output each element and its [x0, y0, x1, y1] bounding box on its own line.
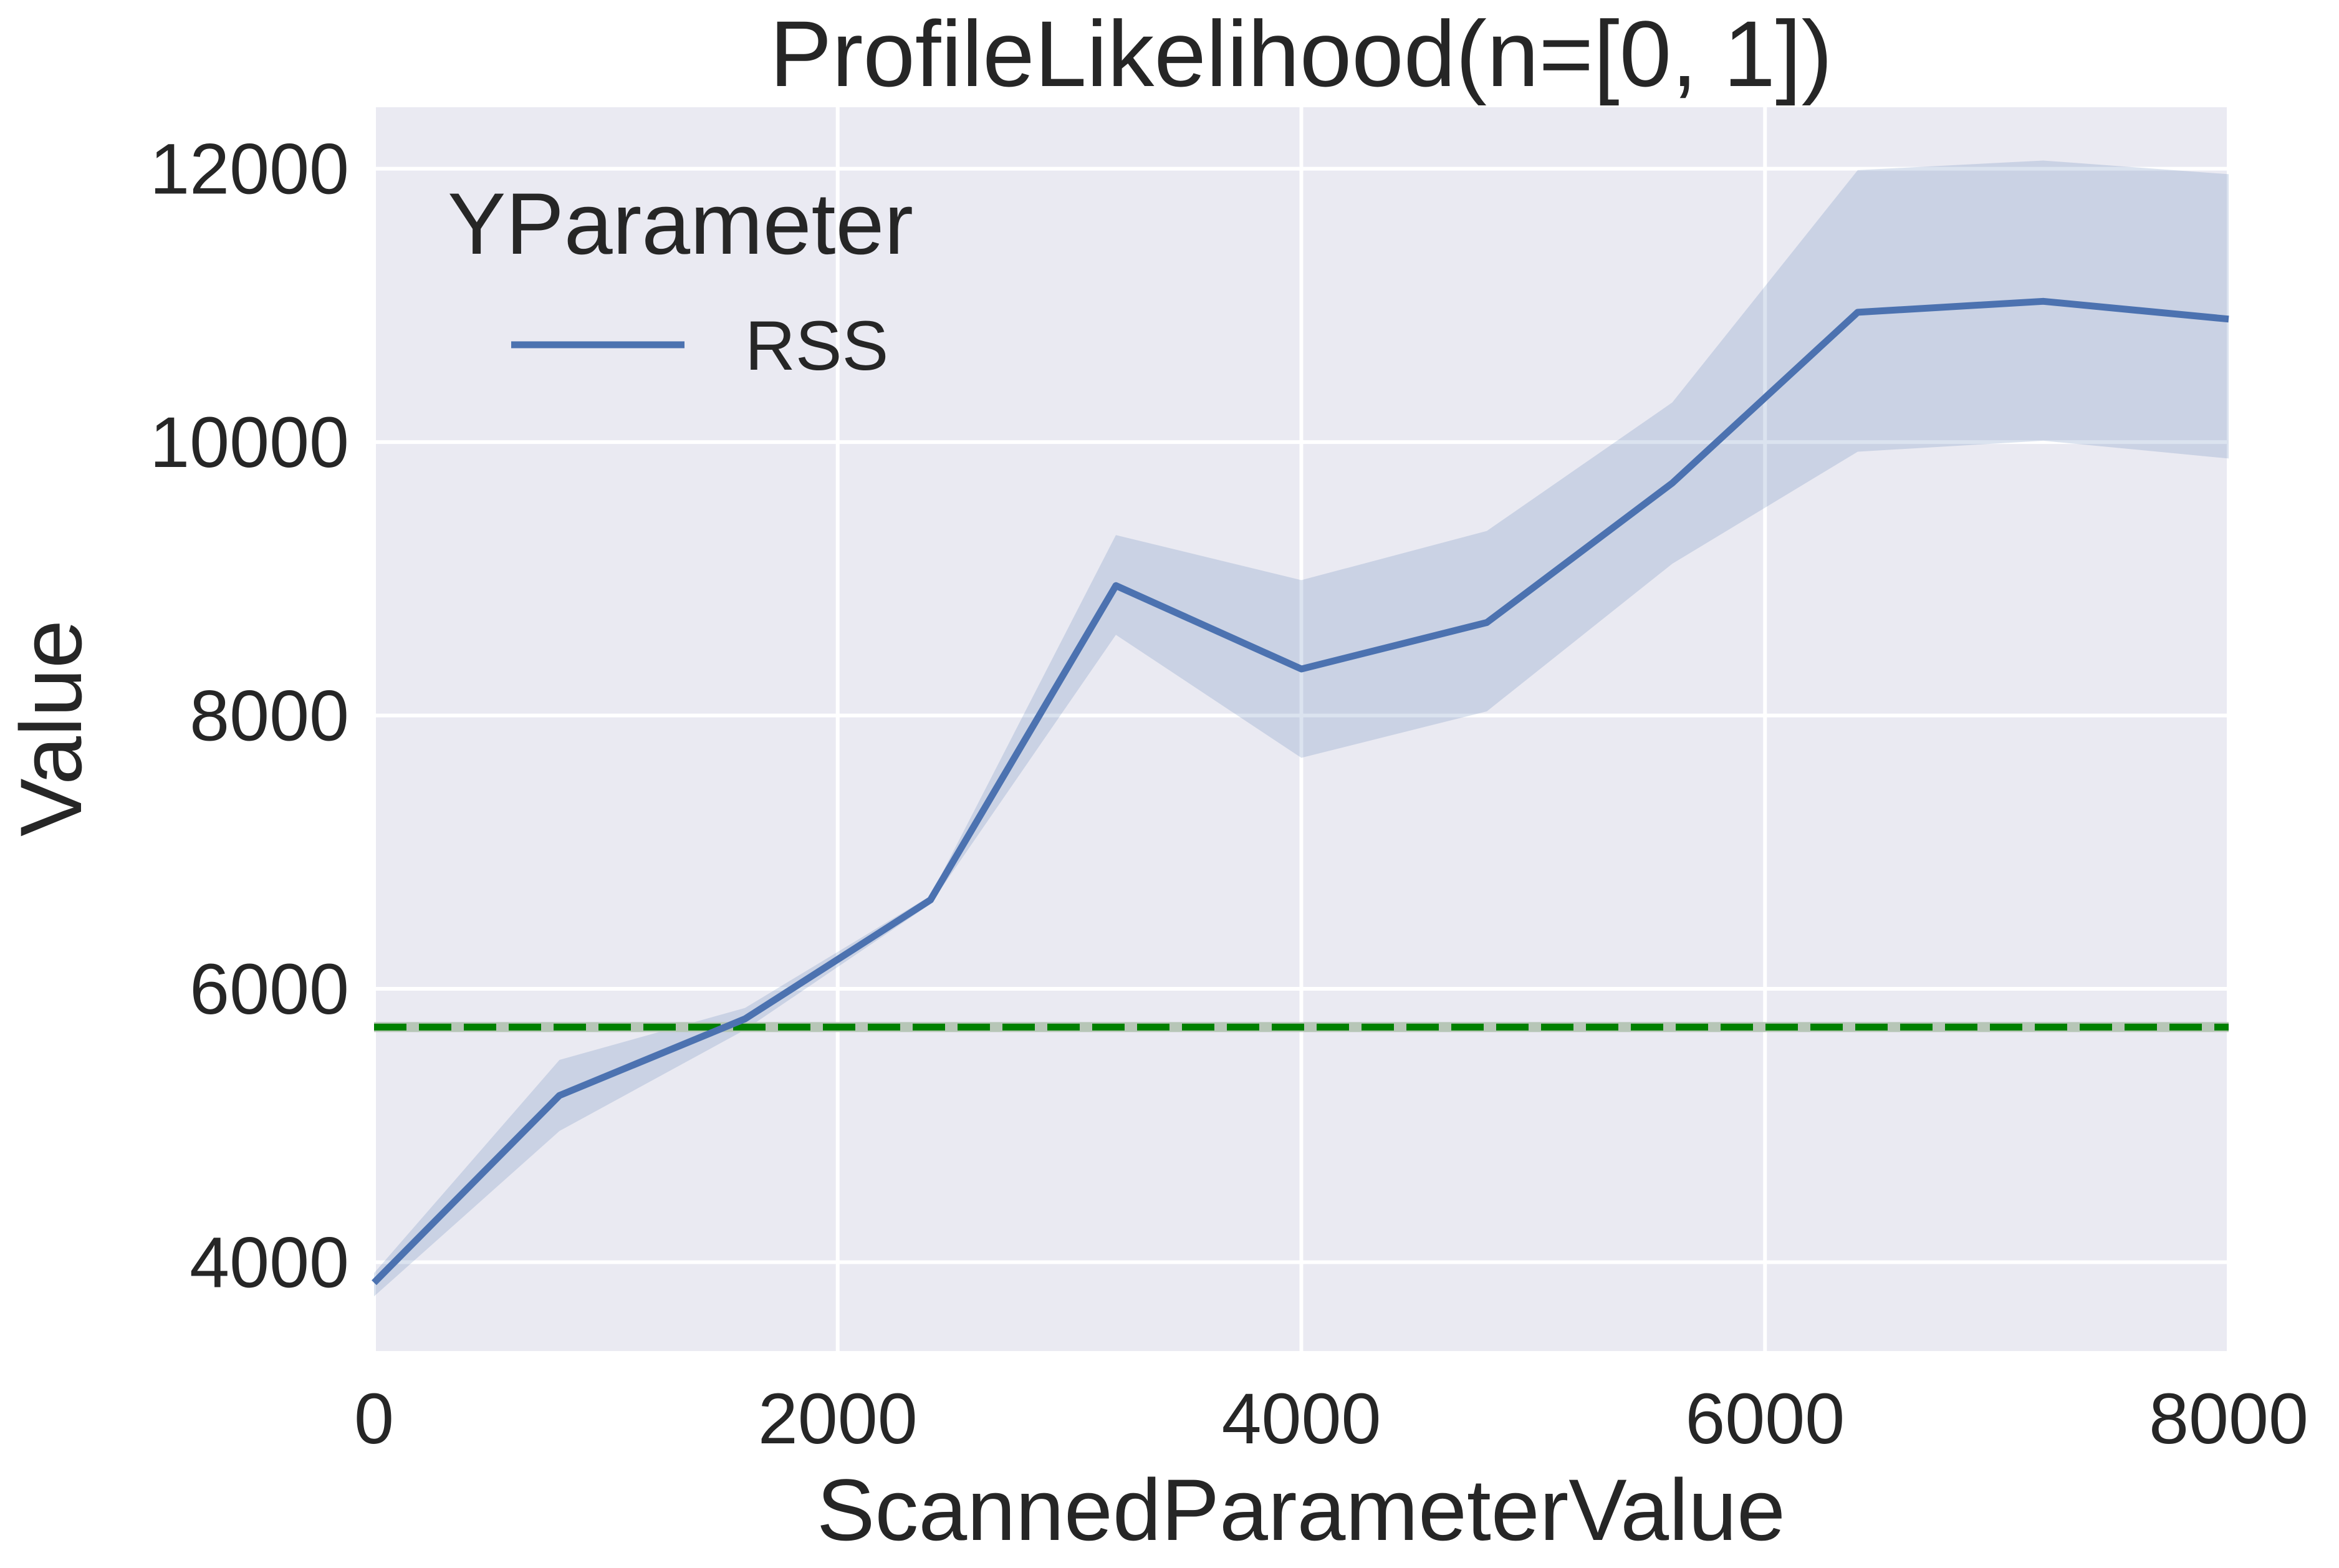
y-tick-label: 4000	[190, 1223, 349, 1303]
y-tick-label: 10000	[150, 403, 349, 483]
x-tick-label: 4000	[1222, 1379, 1381, 1459]
chart-title: ProfileLikelihood(n=[0, 1])	[769, 1, 1832, 106]
ci-band-rss	[374, 160, 2229, 1297]
legend-title: YParameter	[448, 175, 913, 272]
x-axis-label: ScannedParameterValue	[817, 1461, 1785, 1559]
series-lines	[372, 297, 2229, 1286]
x-tick-labels: 0 2000 4000 6000 8000	[354, 1379, 2308, 1459]
x-tick-label: 0	[354, 1379, 394, 1459]
y-tick-label: 8000	[190, 676, 349, 756]
y-tick-label: 6000	[190, 950, 349, 1029]
legend-label-rss: RSS	[745, 307, 888, 385]
confidence-band	[374, 160, 2229, 1297]
y-axis-label: Value	[2, 620, 100, 837]
grid	[372, 107, 2231, 1351]
y-tick-labels: 4000 6000 8000 10000 12000	[150, 130, 349, 1303]
x-tick-label: 2000	[758, 1379, 918, 1459]
x-tick-label: 6000	[1685, 1379, 1845, 1459]
legend: YParameter RSS	[448, 175, 913, 385]
y-tick-label: 12000	[150, 130, 349, 209]
x-tick-label: 8000	[2149, 1379, 2308, 1459]
